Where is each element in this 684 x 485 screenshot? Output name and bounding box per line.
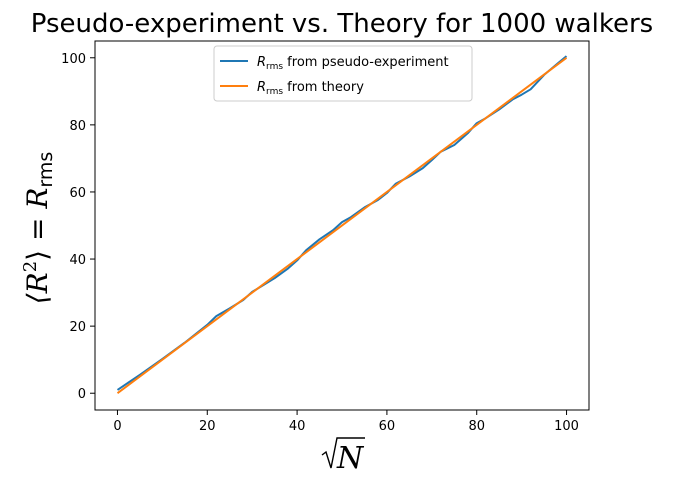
y-tick-label: 0 [78,387,86,402]
y-tick-label: 40 [69,253,86,268]
y-axis-label-text: ⟨R2⟩ = Rrms [20,152,57,305]
legend-box [213,45,473,102]
ticks-layer: 0 20 40 60 80 100 0 20 40 60 80 100 [61,52,579,434]
x-tick-label: 20 [199,419,216,434]
x-axis-label: N [321,437,365,476]
x-tick-label: 40 [289,419,306,434]
plot-area [94,40,590,411]
x-tick-label: 0 [113,419,121,434]
series-layer [116,55,568,395]
axes-frame [94,40,590,411]
series-line-experiment [116,55,568,391]
x-axis-label-text: N [336,441,365,476]
x-tick-label: 100 [554,419,579,434]
y-tick-label: 80 [69,119,86,134]
y-tick-label: 20 [69,320,86,335]
legend-entry: Rrms from pseudo-experiment [220,55,449,72]
series-line-theory [116,56,568,395]
legend-entry: Rrms from theory [220,80,364,97]
y-axis-label: ⟨R2⟩ = Rrms [20,152,57,305]
y-tick-label: 100 [61,52,86,67]
sqrt-radical-icon [321,437,365,469]
chart-title: Pseudo-experiment vs. Theory for 1000 wa… [31,9,653,39]
legend-label-theory: Rrms from theory [257,80,364,97]
x-tick-label: 80 [468,419,485,434]
legend: Rrms from pseudo-experiment Rrms from th… [213,45,473,102]
x-tick-label: 60 [379,419,396,434]
legend-label-experiment: Rrms from pseudo-experiment [257,55,449,72]
y-tick-label: 60 [69,186,86,201]
